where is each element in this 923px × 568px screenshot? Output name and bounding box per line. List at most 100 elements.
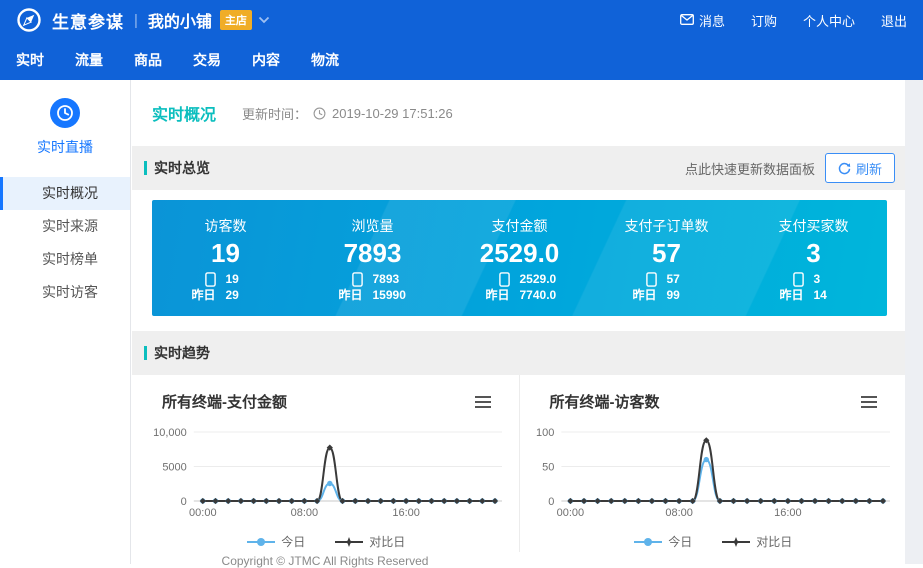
overview-section-title: 实时总览: [154, 160, 210, 176]
svg-text:0: 0: [181, 496, 187, 508]
stat-mobile-row: 57: [623, 271, 711, 287]
trend-chart-plot: 0 5000 10,000 00:00 08:00 16:00: [153, 427, 502, 519]
chart-plot-area: 0 50 100 00:00 08:00 16:00: [520, 412, 906, 535]
legend-label: 今日: [668, 535, 693, 549]
trend-section-title: 实时趋势: [154, 345, 210, 361]
svg-text:50: 50: [542, 462, 554, 474]
mobile-icon: [770, 271, 804, 287]
nav-item-items[interactable]: 商品: [134, 52, 162, 68]
trend-chart-plot: 0 50 100 00:00 08:00 16:00: [536, 427, 890, 519]
sidebar-item-realtime-visitor[interactable]: 实时访客: [42, 284, 98, 300]
nav-item-content[interactable]: 内容: [252, 52, 280, 68]
user-menu-messages[interactable]: 消息: [679, 11, 725, 30]
stat-mobile-value: 7893: [372, 272, 400, 286]
stat-mobile-value: 2529.0: [519, 272, 557, 286]
legend-marker-icon: [634, 537, 663, 546]
chevron-down-icon[interactable]: [258, 16, 270, 24]
stat-yesterday-label: 昨日: [338, 288, 363, 302]
nav-item-realtime[interactable]: 实时: [16, 52, 44, 68]
user-menu: 消息 订购 个人中心 退出: [679, 11, 907, 30]
nav-item-trade[interactable]: 交易: [193, 52, 221, 68]
sidebar: 实时直播 实时概况实时来源实时榜单实时访客: [0, 80, 131, 564]
page-right-gutter: [905, 80, 923, 564]
shop-name[interactable]: 我的小铺: [147, 14, 212, 31]
user-menu-subscribe[interactable]: 订购: [751, 11, 777, 30]
app-header: 生意参谋 | 我的小铺 主店 消息 订购 个人中心 退出 实时 流量 商品 交易 内容 物流: [0, 0, 923, 80]
trend-section-header: 实时趋势: [132, 331, 905, 375]
footer-copyright: Copyright © JTMC All Rights Reserved: [221, 554, 429, 568]
main-content: 实时概况 更新时间： 2019-10-29 17:51:26 实时总览 点此快速…: [132, 80, 905, 564]
user-menu-profile[interactable]: 个人中心: [803, 11, 855, 30]
svg-text:10,000: 10,000: [153, 427, 187, 439]
stat-value: 7893: [343, 238, 402, 268]
stat-yesterday-label: 昨日: [191, 288, 216, 302]
hamburger-menu-icon[interactable]: [474, 395, 491, 413]
mobile-icon: [476, 271, 510, 287]
realtime-stats-banner: 访客数 19 19 昨日 29 浏览量 7893 7893 昨日 15990 支付金额 2529.0 2…: [152, 200, 887, 316]
refresh-button[interactable]: 刷新: [824, 153, 895, 183]
page-head: 实时概况 更新时间： 2019-10-29 17:51:26: [132, 80, 905, 146]
refresh-button-label: 刷新: [855, 161, 882, 177]
mail-icon: [679, 13, 694, 28]
stat-label: 访客数: [204, 218, 247, 234]
clock-icon: [50, 98, 80, 128]
svg-text:00:00: 00:00: [189, 507, 217, 519]
legend-item-today[interactable]: 今日: [632, 533, 692, 550]
overview-section-header: 实时总览 点此快速更新数据面板 刷新: [132, 146, 905, 190]
legend-label: 对比日: [756, 535, 793, 549]
stat-yesterday-value: 29: [225, 288, 239, 302]
stat-mobile-value: 19: [225, 272, 239, 286]
svg-text:100: 100: [536, 427, 554, 439]
stat-label: 支付子订单数: [624, 218, 709, 234]
refresh-icon: [838, 162, 851, 174]
mobile-icon: [623, 271, 657, 287]
stat-mobile-value: 3: [813, 272, 821, 286]
stat-value: 57: [652, 238, 681, 268]
stat-label: 支付金额: [491, 218, 548, 234]
chart-legend: 今日 对比日: [132, 533, 519, 550]
chart-title-visitors-trend: 所有终端-访客数: [549, 394, 660, 411]
section-accent-bar: [144, 346, 147, 360]
brand-title: 生意参谋: [52, 12, 124, 32]
update-time-label: 更新时间：: [242, 106, 308, 122]
shop-badge: 主店: [219, 10, 252, 30]
refresh-hint: 点此快速更新数据面板: [684, 161, 815, 177]
stat-yesterday-label: 昨日: [485, 288, 510, 302]
sidebar-item-realtime-source[interactable]: 实时来源: [42, 218, 98, 234]
legend-item-compare[interactable]: 对比日: [333, 533, 405, 550]
stat-mobile-row: 7893: [329, 271, 417, 287]
update-time: 更新时间： 2019-10-29 17:51:26: [242, 104, 453, 123]
legend-item-compare[interactable]: 对比日: [720, 533, 792, 550]
sidebar-hub[interactable]: 实时直播: [0, 80, 130, 177]
stat-value: 3: [806, 238, 821, 268]
mobile-icon: [329, 271, 363, 287]
stat-yesterday-row: 昨日 14: [770, 287, 858, 303]
legend-marker-icon: [722, 536, 751, 547]
stat-yesterday-value: 99: [666, 288, 680, 302]
svg-text:00:00: 00:00: [556, 507, 584, 519]
stat-mobile-row: 2529.0: [476, 271, 564, 287]
svg-text:08:00: 08:00: [665, 507, 693, 519]
svg-text:0: 0: [548, 496, 554, 508]
nav-item-logistics[interactable]: 物流: [311, 52, 339, 68]
stat-mobile-row: 3: [770, 271, 858, 287]
sidebar-item-realtime-overview[interactable]: 实时概况: [0, 177, 130, 210]
stat-sub-rows: 7893 昨日 15990: [329, 271, 417, 303]
app-logo-compass-icon: [17, 8, 41, 32]
sidebar-item-realtime-rank[interactable]: 实时榜单: [42, 251, 98, 267]
chart-card-visitors-trend: 所有终端-访客数 0 50 100 00:00 08:00 16:00 今日 对比日: [518, 375, 906, 552]
stat-sub-rows: 57 昨日 99: [623, 271, 711, 303]
user-menu-logout[interactable]: 退出: [881, 11, 907, 30]
brand-divider: |: [134, 11, 138, 29]
stat-yesterday-row: 昨日 7740.0: [476, 287, 564, 303]
nav-item-traffic[interactable]: 流量: [75, 52, 103, 68]
legend-item-today[interactable]: 今日: [245, 533, 305, 550]
legend-marker-icon: [247, 537, 276, 546]
stat-yesterday-row: 昨日 29: [182, 287, 270, 303]
stat-yesterday-label: 昨日: [632, 288, 657, 302]
stat-yesterday-row: 昨日 99: [623, 287, 711, 303]
stat-sub-rows: 3 昨日 14: [770, 271, 858, 303]
stat-yesterday-value: 14: [813, 288, 827, 302]
hamburger-menu-icon[interactable]: [861, 395, 877, 413]
legend-marker-icon: [335, 536, 364, 547]
